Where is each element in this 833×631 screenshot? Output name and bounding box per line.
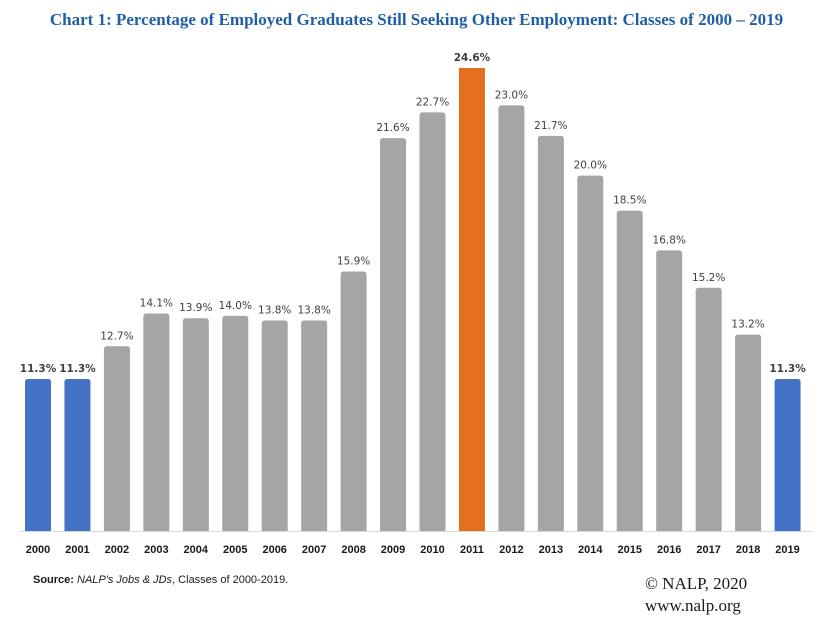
bar-2003 bbox=[143, 313, 170, 531]
bar-2019 bbox=[774, 379, 801, 531]
x-tick-2009: 2009 bbox=[381, 544, 405, 556]
data-label-2002: 12.7% bbox=[100, 330, 133, 342]
data-label-2019: 11.3% bbox=[769, 363, 806, 375]
bar-2014 bbox=[577, 175, 604, 531]
source-detail: , Classes of 2000-2019. bbox=[172, 574, 289, 586]
bar-2016 bbox=[656, 250, 683, 532]
data-label-2016: 16.8% bbox=[653, 234, 686, 246]
bars-group bbox=[25, 68, 801, 532]
x-tick-2016: 2016 bbox=[657, 544, 681, 556]
x-tick-2019: 2019 bbox=[775, 544, 799, 556]
data-label-2015: 18.5% bbox=[613, 195, 646, 207]
data-label-2017: 15.2% bbox=[692, 272, 725, 284]
x-tick-2017: 2017 bbox=[696, 544, 720, 556]
bar-2017 bbox=[695, 287, 722, 531]
bar-2008 bbox=[340, 271, 367, 531]
data-label-2000: 11.3% bbox=[20, 363, 57, 375]
bar-chart: 11.3% 11.3%12.7%14.1% 13.9% 14.0% 13.8% 13.8%… bbox=[20, 52, 812, 556]
x-tick-2008: 2008 bbox=[341, 544, 365, 556]
x-tick-2004: 2004 bbox=[184, 544, 209, 556]
x-tick-2012: 2012 bbox=[499, 544, 523, 556]
bar-2013 bbox=[537, 135, 564, 532]
bar-2002 bbox=[103, 346, 130, 531]
data-label-2014: 20.0% bbox=[574, 160, 607, 172]
data-label-2001: 11.3% bbox=[59, 363, 96, 375]
x-tick-2010: 2010 bbox=[420, 544, 444, 556]
x-tick-2006: 2006 bbox=[262, 544, 286, 556]
chart-title: Chart 1: Percentage of Employed Graduate… bbox=[49, 10, 784, 29]
data-label-2008: 15.9% bbox=[337, 255, 370, 267]
bar-2000 bbox=[25, 379, 51, 531]
data-label-2009: 21.6% bbox=[376, 122, 409, 134]
bar-2012 bbox=[498, 105, 525, 532]
data-label-2010: 22.7% bbox=[416, 96, 449, 108]
x-tick-2001: 2001 bbox=[65, 544, 89, 556]
data-label-2012: 23.0% bbox=[495, 89, 528, 101]
data-label-2018: 13.2% bbox=[731, 319, 764, 331]
data-label-2011: 24.6% bbox=[454, 52, 491, 64]
bar-2011 bbox=[458, 68, 485, 531]
data-label-2007: 13.8% bbox=[297, 305, 330, 317]
bar-2001 bbox=[64, 379, 91, 531]
x-tick-2005: 2005 bbox=[223, 544, 247, 556]
x-tick-2011: 2011 bbox=[460, 544, 484, 556]
source-note: Source: NALP's Jobs & JDs, Classes of 20… bbox=[33, 574, 288, 586]
bar-2018 bbox=[735, 334, 762, 531]
x-tick-2007: 2007 bbox=[302, 544, 326, 556]
data-label-2003: 14.1% bbox=[140, 298, 173, 310]
bar-2010 bbox=[419, 112, 446, 531]
x-tick-2002: 2002 bbox=[105, 544, 129, 556]
bar-2004 bbox=[182, 318, 209, 531]
website-text: www.nalp.org bbox=[645, 596, 741, 615]
bar-2015 bbox=[616, 210, 643, 531]
data-labels-group: 11.3% 11.3%12.7%14.1% 13.9% 14.0% 13.8% 13.8%… bbox=[20, 52, 806, 375]
bar-2005 bbox=[222, 315, 249, 531]
bar-2006 bbox=[261, 320, 288, 531]
bar-2009 bbox=[380, 138, 407, 531]
copyright-text: © NALP, 2020 bbox=[645, 574, 748, 593]
bar-2007 bbox=[301, 320, 328, 531]
x-tick-2015: 2015 bbox=[618, 544, 642, 556]
source-label: Source: bbox=[33, 574, 74, 586]
x-tick-2018: 2018 bbox=[736, 544, 760, 556]
x-tick-2013: 2013 bbox=[539, 544, 563, 556]
x-tick-2014: 2014 bbox=[578, 544, 603, 556]
data-label-2013: 21.7% bbox=[534, 120, 567, 132]
data-label-2004: 13.9% bbox=[179, 302, 212, 314]
x-tick-2000: 2000 bbox=[26, 544, 50, 556]
x-tick-labels-group: 2000 2001 2002 2003 2004 2005 2006 2007 2008 2009… bbox=[26, 544, 800, 556]
data-label-2006: 13.8% bbox=[258, 305, 291, 317]
data-label-2005: 14.0% bbox=[219, 300, 252, 312]
copyright-block: © NALP, 2020 www.nalp.org bbox=[645, 573, 747, 617]
x-tick-2003: 2003 bbox=[144, 544, 168, 556]
source-publication: NALP's Jobs & JDs bbox=[77, 574, 173, 586]
